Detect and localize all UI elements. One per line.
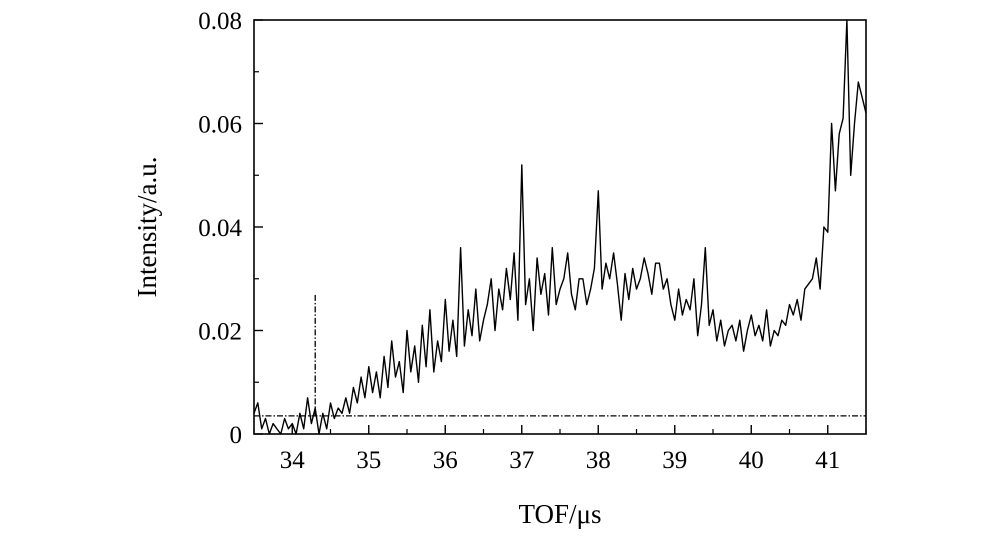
x-tick-label: 41 (815, 447, 840, 474)
y-tick-label: 0 (230, 422, 243, 449)
plot-area (253, 19, 867, 435)
axis-ticks: 34 35 36 37 38 39 40 41 0 0.02 0.04 0.06 0.08 (198, 8, 867, 474)
x-axis-title: TOF/μs (518, 499, 601, 529)
x-tick-label: 35 (356, 447, 381, 474)
x-tick-label: 40 (739, 447, 764, 474)
x-tick-label: 36 (433, 447, 458, 474)
x-tick-label: 39 (662, 447, 687, 474)
series-line (253, 19, 867, 435)
x-tick-label: 34 (280, 447, 306, 474)
y-tick-label: 0.06 (198, 112, 242, 139)
y-axis-title: Intensity/a.u. (132, 157, 162, 298)
y-tick-label: 0.08 (198, 8, 242, 35)
x-tick-label: 38 (586, 447, 611, 474)
x-tick-label: 37 (509, 447, 534, 474)
plot-frame (253, 19, 867, 435)
y-tick-label: 0.02 (198, 319, 242, 346)
y-tick-label: 0.04 (198, 215, 242, 242)
